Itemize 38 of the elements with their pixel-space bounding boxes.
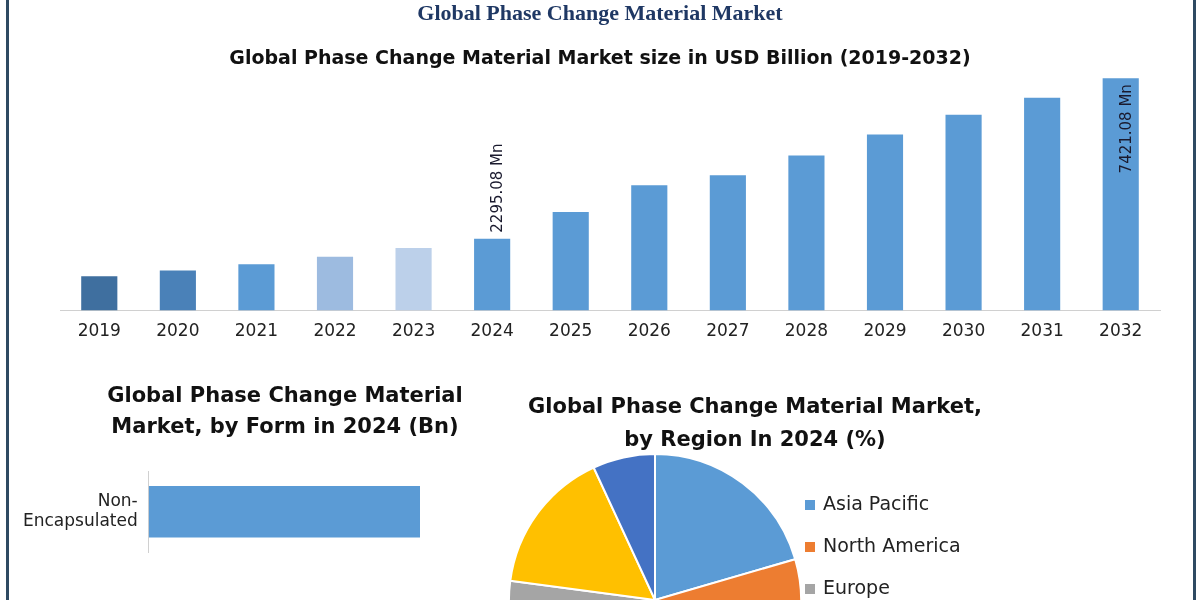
chart-subtitle: Global Phase Change Material Market size in USD Billion (2019-2032): [228, 46, 972, 68]
bar: [81, 276, 118, 311]
x-tick-label: 2026: [627, 320, 671, 341]
bar: [316, 256, 354, 311]
x-tick-label: 2019: [77, 320, 121, 341]
x-tick-label: 2030: [941, 320, 986, 341]
x-tick-label: 2025: [549, 320, 593, 341]
bar: [552, 211, 589, 311]
x-tick-label: 2028: [784, 320, 829, 341]
bar: [1024, 97, 1061, 311]
bar: [631, 185, 668, 311]
x-tick-label: 2021: [234, 320, 279, 341]
x-tick-label: 2031: [1020, 320, 1064, 341]
legend-label: North America: [823, 534, 961, 556]
bar: [395, 248, 432, 311]
legend-label: Asia Pacific: [823, 492, 930, 514]
bar: [474, 238, 511, 311]
bar: [788, 155, 825, 311]
bar: [709, 175, 746, 311]
chart-title: Global Phase Change Material Market: [416, 0, 784, 26]
data-label: 7421.08 Mn: [1116, 84, 1135, 174]
x-tick-label: 2020: [156, 320, 200, 341]
x-tick-label: 2023: [391, 320, 436, 341]
y-tick-label: Non-Encapsulated: [22, 489, 138, 531]
bar: [945, 114, 982, 311]
x-tick-label: 2024: [470, 320, 514, 341]
bar: [159, 270, 196, 311]
chart-title: Global Phase Change Material Market, by Form in 2024 (Bn): [106, 382, 464, 440]
legend-label: Europe: [823, 576, 890, 598]
x-tick-label: 2029: [863, 320, 907, 341]
x-tick-label: 2027: [706, 320, 750, 341]
bar: [1102, 78, 1139, 311]
x-tick-label: 2032: [1099, 320, 1143, 341]
bar: [238, 264, 275, 311]
chart-title: Global Phase Change Material Market, by Region In 2024 (%): [527, 393, 983, 453]
bar: [866, 134, 904, 311]
x-tick-label: 2022: [313, 320, 357, 341]
data-label: 2295.08 Mn: [488, 143, 507, 233]
